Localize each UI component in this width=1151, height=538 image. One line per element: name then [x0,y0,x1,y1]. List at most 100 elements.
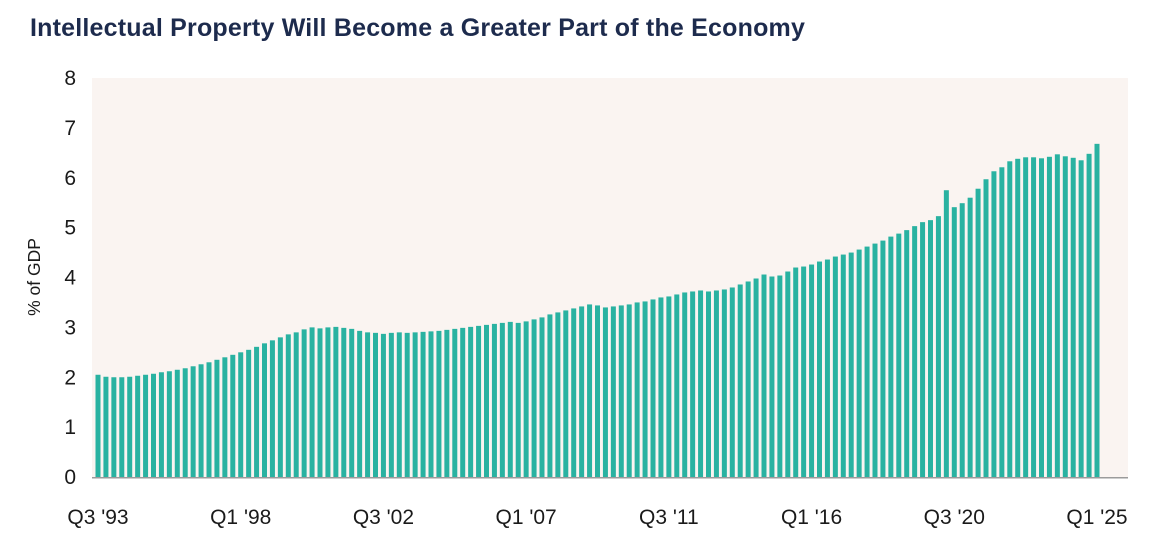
bar-2019-Q4 [928,220,933,477]
bar-2023-Q2 [1039,158,1044,478]
bar-2009-Q3 [602,307,608,477]
bar-1999-Q4 [293,332,299,477]
bar-2010-Q3 [634,302,640,477]
bar-2005-Q3 [476,325,482,477]
x-tick-label-126: Q1 '25 [1066,506,1127,529]
bar-2000-Q4 [325,327,331,478]
bar-2000-Q2 [309,327,315,478]
x-tick-label-36: Q3 '02 [353,506,414,529]
bar-2019-Q2 [912,226,918,477]
bar-2001-Q4 [357,330,363,477]
bar-2024-Q4 [1086,153,1092,477]
x-tick-label-54: Q1 '07 [496,506,557,529]
bar-2004-Q1 [428,331,434,477]
bar-2008-Q2 [563,310,569,477]
bar-2017-Q4 [864,246,870,477]
bar-2022-Q1 [999,167,1005,477]
bar-2017-Q3 [856,249,862,477]
bar-2002-Q2 [373,332,378,477]
bar-2014-Q3 [761,274,767,477]
bar-2013-Q3 [729,287,735,477]
bar-2019-Q3 [920,222,926,477]
bar-1995-Q2 [151,373,156,477]
bar-2005-Q2 [468,326,474,477]
x-tick-label-72: Q3 '11 [639,506,699,529]
bar-2016-Q2 [817,261,822,477]
bar-2013-Q4 [737,284,743,477]
bar-1994-Q4 [135,375,141,477]
bar-2020-Q2 [943,190,949,477]
bar-2012-Q3 [698,290,704,477]
bar-1996-Q2 [182,368,188,477]
bar-2001-Q2 [341,327,347,477]
bar-2020-Q1 [935,216,941,477]
bar-2006-Q3 [507,321,513,477]
bar-2017-Q2 [848,252,854,477]
bar-2008-Q3 [571,308,577,477]
bar-1998-Q3 [254,346,260,477]
bar-2003-Q2 [404,332,410,477]
bar-2015-Q2 [785,271,791,477]
bar-2017-Q1 [840,254,846,477]
bar-2006-Q1 [491,323,497,477]
bar-2012-Q1 [682,292,688,477]
bar-2007-Q4 [547,314,553,477]
bar-1996-Q3 [190,366,196,477]
bar-2012-Q4 [706,291,711,477]
y-tick-label-0: 0 [64,466,76,489]
bar-2022-Q3 [1015,158,1021,478]
bar-2010-Q2 [626,304,632,477]
bar-2020-Q3 [951,207,957,477]
bar-2018-Q4 [896,233,902,477]
bar-2015-Q3 [793,267,799,477]
y-tick-label-5: 5 [64,217,76,240]
bar-1996-Q4 [198,364,204,477]
bar-1993-Q4 [103,376,109,477]
bar-2023-Q1 [1031,157,1037,478]
bar-2012-Q2 [690,291,696,477]
y-tick-label-7: 7 [64,117,76,140]
bar-2011-Q3 [666,296,672,477]
bar-2003-Q4 [420,331,426,477]
bar-1997-Q4 [230,354,236,477]
bar-2003-Q1 [396,332,402,477]
bar-1994-Q3 [127,376,133,477]
y-tick-label-3: 3 [64,316,76,339]
bar-2019-Q1 [904,230,910,477]
bar-2018-Q2 [880,240,886,477]
bar-1998-Q4 [262,343,267,477]
bar-2021-Q1 [967,197,973,477]
bar-2006-Q2 [499,322,505,477]
bar-2013-Q2 [721,289,727,477]
bar-2025-Q1 [1094,143,1100,477]
bar-2000-Q3 [317,328,323,477]
bar-2024-Q2 [1070,157,1076,478]
bar-2007-Q3 [539,317,545,477]
bar-1999-Q3 [285,334,291,477]
x-tick-label-90: Q1 '16 [781,506,842,529]
bar-2008-Q1 [555,312,561,477]
bar-2014-Q2 [753,278,759,477]
bar-1998-Q1 [238,352,244,477]
bar-2018-Q3 [888,236,894,477]
bar-2013-Q1 [713,290,719,477]
bar-2009-Q4 [610,306,616,477]
bar-1999-Q2 [277,337,283,477]
bar-1998-Q2 [246,349,252,477]
bar-2000-Q1 [301,329,307,477]
chart-title: Intellectual Property Will Become a Grea… [30,14,806,42]
y-axis-title: % of GDP [24,238,44,316]
bar-2020-Q4 [959,203,965,477]
bar-2004-Q4 [452,328,458,477]
bar-2024-Q1 [1062,156,1068,478]
bar-2007-Q2 [531,319,537,477]
bar-1997-Q3 [222,357,228,477]
bar-2014-Q4 [769,276,775,477]
bar-2011-Q4 [674,294,680,477]
bar-2011-Q2 [658,297,664,477]
y-tick-label-2: 2 [64,366,76,389]
bar-1997-Q2 [214,359,220,477]
bar-2016-Q1 [809,264,815,477]
